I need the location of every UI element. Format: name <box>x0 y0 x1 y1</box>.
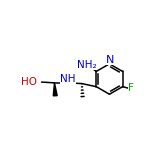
Text: F: F <box>128 83 134 93</box>
Polygon shape <box>53 83 57 96</box>
Text: NH₂: NH₂ <box>77 60 96 70</box>
Text: HO: HO <box>21 77 37 87</box>
Text: NH: NH <box>60 74 76 84</box>
Text: N: N <box>106 55 114 65</box>
